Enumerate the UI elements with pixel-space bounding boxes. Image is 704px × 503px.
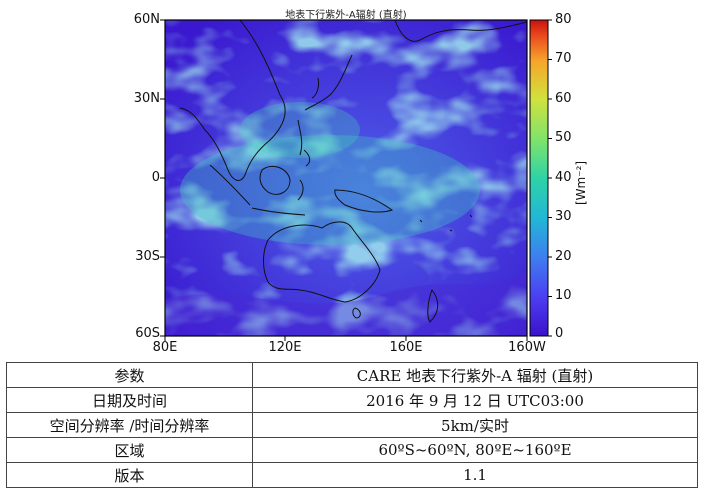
uva-raster: [165, 20, 527, 336]
map-title: 地表下行紫外-A辐射 (直射): [285, 10, 407, 21]
map-svg: [160, 19, 552, 341]
colorbar-tick-label: 60: [555, 91, 572, 106]
table-row: 参数 CARE 地表下行紫外-A 辐射 (直射): [6, 362, 698, 388]
table-key: 空间分辨率 /时间分辨率: [6, 412, 253, 438]
table-row: 日期及时间 2016 年 9 月 12 日 UTC03:00: [6, 387, 698, 413]
colorbar-tick-label: 50: [555, 130, 572, 145]
colorbar-tick-label: 0: [555, 326, 564, 341]
table-key: 日期及时间: [6, 387, 253, 413]
colorbar-ticks: [548, 19, 552, 337]
coastlines: [179, 19, 528, 323]
colorbar-unit: [Wm⁻²]: [574, 160, 588, 205]
colorbar-tick-label: 20: [555, 249, 572, 264]
lat-label: 60S: [135, 326, 160, 341]
table-value: 5km/实时: [252, 412, 698, 438]
table-key: 参数: [6, 362, 253, 388]
lon-label: 160W: [508, 340, 546, 355]
table-value: 1.1: [252, 462, 698, 488]
info-table: 参数 CARE 地表下行紫外-A 辐射 (直射) 日期及时间 2016 年 9 …: [6, 362, 698, 488]
colorbar-tick-label: 40: [555, 170, 572, 185]
colorbar-tick-label: 70: [555, 51, 572, 66]
lon-label: 80E: [152, 340, 178, 355]
table-value: 2016 年 9 月 12 日 UTC03:00: [252, 387, 698, 413]
lon-label: 160E: [389, 340, 423, 355]
map-figure: 地表下行紫外-A辐射 (直射): [133, 10, 588, 355]
table-key: 区域: [6, 437, 253, 463]
table-value: CARE 地表下行紫外-A 辐射 (直射): [252, 362, 698, 388]
table-row: 区域 60ºS~60ºN, 80ºE~160ºE: [6, 437, 698, 463]
colorbar: [529, 19, 549, 337]
axis-ticks: [160, 19, 528, 341]
table-key: 版本: [6, 462, 253, 488]
lon-label: 120E: [268, 340, 302, 355]
colorbar-tick-label: 30: [555, 209, 572, 224]
lat-label: 0: [151, 170, 160, 185]
lat-label: 30S: [135, 249, 160, 264]
lat-label: 60N: [133, 12, 160, 27]
table-value: 60ºS~60ºN, 80ºE~160ºE: [252, 437, 698, 463]
lat-label: 30N: [133, 91, 160, 106]
colorbar-tick-label: 80: [555, 12, 572, 27]
table-row: 版本 1.1: [6, 462, 698, 488]
colorbar-tick-label: 10: [555, 288, 572, 303]
table-row: 空间分辨率 /时间分辨率 5km/实时: [6, 412, 698, 438]
